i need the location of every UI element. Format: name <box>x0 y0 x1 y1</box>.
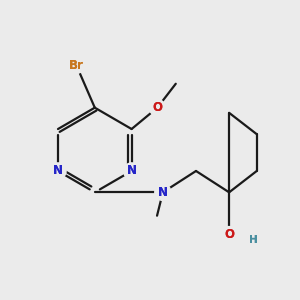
Text: Br: Br <box>69 59 84 72</box>
Text: Br: Br <box>69 59 84 72</box>
Text: N: N <box>53 164 63 178</box>
Text: N: N <box>127 164 136 178</box>
Text: H: H <box>249 235 257 245</box>
Circle shape <box>221 226 237 243</box>
Circle shape <box>248 235 259 246</box>
Circle shape <box>149 100 166 116</box>
Circle shape <box>50 163 66 179</box>
Text: O: O <box>224 228 234 241</box>
Text: H: H <box>249 235 257 245</box>
Circle shape <box>124 163 140 179</box>
Text: O: O <box>152 101 162 114</box>
Circle shape <box>155 184 171 200</box>
Circle shape <box>68 57 85 74</box>
Text: N: N <box>158 186 168 199</box>
Text: N: N <box>158 186 168 199</box>
Text: N: N <box>127 164 136 178</box>
Text: O: O <box>224 228 234 241</box>
Text: N: N <box>53 164 63 178</box>
Text: O: O <box>152 101 162 114</box>
Text: H: H <box>249 235 257 245</box>
